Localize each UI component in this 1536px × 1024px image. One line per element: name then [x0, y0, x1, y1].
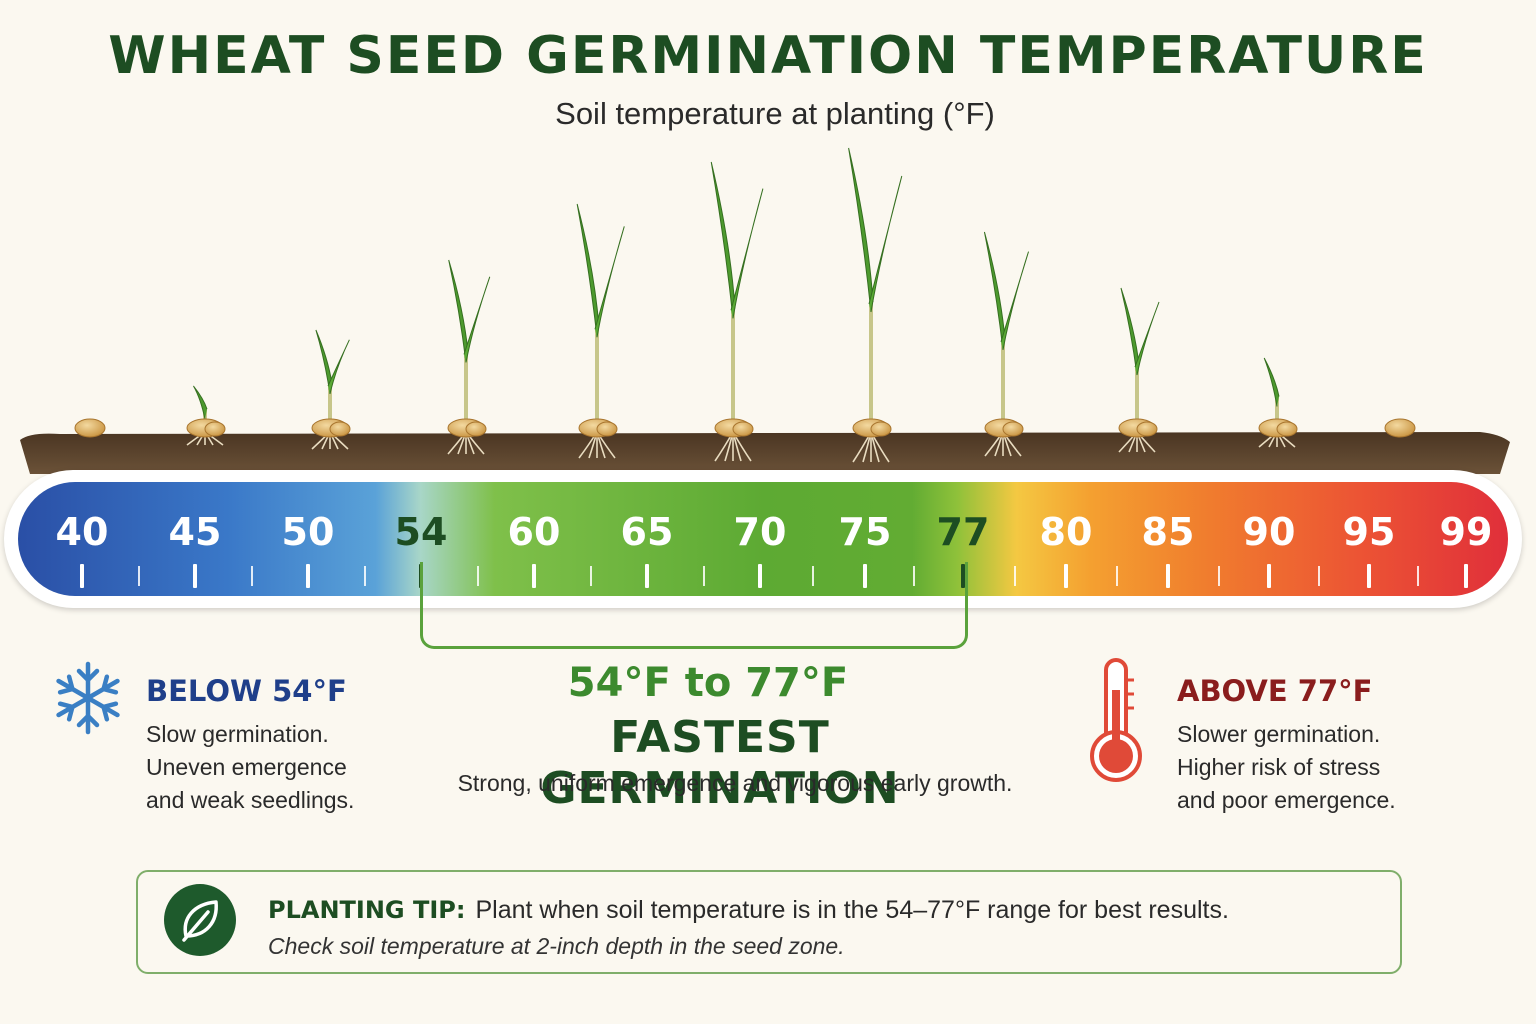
tip-heading: PLANTING TIP: [268, 896, 466, 924]
tick-label: 65 [620, 510, 674, 554]
seedling [1384, 418, 1416, 438]
tick-minor-mark [913, 566, 915, 586]
tip-text: Plant when soil temperature is in the 54… [475, 896, 1229, 924]
tick-label: 50 [281, 510, 335, 554]
below-title: BELOW 54°F [146, 674, 347, 708]
tick-label: 90 [1242, 510, 1296, 554]
thermometer-icon [1090, 658, 1142, 782]
seedling [186, 385, 226, 446]
above-title: ABOVE 77°F [1177, 674, 1373, 708]
page-subtitle: Soil temperature at planting (°F) [555, 96, 995, 131]
above-line: Slower germination. [1177, 721, 1381, 747]
seedling [848, 147, 903, 463]
tick-label: 80 [1039, 510, 1093, 554]
tick-mark [645, 564, 649, 588]
below-line: Uneven emergence [146, 754, 347, 780]
leaf-icon [182, 900, 218, 942]
page-title: WHEAT SEED GERMINATION TEMPERATURE [108, 26, 1428, 86]
above-line: and poor emergence. [1177, 787, 1396, 813]
tick-mark [758, 564, 762, 588]
tick-minor-mark [250, 566, 253, 586]
tick-mark [1064, 564, 1068, 588]
below-description: Slow germination. Uneven emergence and w… [146, 718, 446, 817]
seedling [74, 418, 106, 438]
tick-mark [863, 564, 867, 588]
tick-label: 95 [1342, 510, 1396, 554]
optimal-description: Strong, uniform emergence and vigorous e… [457, 770, 1013, 796]
tick-mark [1267, 564, 1271, 588]
tick-minor-mark [811, 566, 814, 586]
tick-mark [1464, 564, 1468, 588]
tick-label: 70 [733, 510, 787, 554]
tick-mark [1367, 564, 1371, 588]
tick-mark [532, 564, 536, 588]
tick-minor-mark [363, 566, 366, 586]
tick-label: 60 [507, 510, 561, 554]
seedling [710, 161, 764, 462]
tick-mark [961, 564, 965, 588]
tick-label: 85 [1141, 510, 1195, 554]
tick-label: 99 [1439, 510, 1493, 554]
tick-minor-mark [1217, 566, 1220, 586]
tick-mark [193, 564, 197, 588]
above-description: Slower germination. Higher risk of stres… [1177, 718, 1477, 817]
snowflake-icon [56, 661, 120, 735]
above-line: Higher risk of stress [1177, 754, 1381, 780]
tick-label: 54 [394, 510, 448, 554]
tick-mark [80, 564, 84, 588]
tick-label: 75 [838, 510, 892, 554]
tick-minor-mark [1116, 566, 1118, 586]
below-line: and weak seedlings. [146, 787, 355, 813]
tick-minor-mark [702, 566, 705, 586]
seedling [447, 259, 491, 455]
tick-minor-mark [137, 566, 140, 586]
tick-mark [1166, 564, 1170, 588]
seedling [1118, 287, 1160, 453]
tick-label: 45 [168, 510, 222, 554]
tick-minor-mark [476, 566, 479, 586]
seedling [1258, 357, 1298, 448]
tick-minor-mark [589, 566, 592, 586]
tip-line: PLANTING TIP: Plant when soil temperature… [268, 896, 1229, 925]
seedling [576, 203, 625, 459]
tick-label: 77 [936, 510, 990, 554]
tick-minor-mark [1416, 566, 1419, 586]
tick-minor-mark [1013, 566, 1016, 586]
tip-note: Check soil temperature at 2-inch depth i… [268, 933, 845, 959]
tick-minor-mark [1318, 566, 1320, 586]
planting-tip-box [136, 870, 1402, 974]
seedling [311, 329, 351, 450]
tick-label: 40 [55, 510, 109, 554]
soil-strip [20, 432, 1510, 474]
seedling [983, 231, 1029, 457]
below-line: Slow germination. [146, 721, 329, 747]
tick-mark [306, 564, 310, 588]
leaf-icon-badge [164, 884, 236, 956]
optimal-heading: FASTEST GERMINATION [540, 712, 900, 814]
optimal-range-bracket [420, 562, 968, 649]
soil-seedling-scene [20, 147, 1510, 474]
temperature-gradient-bar [18, 482, 1508, 596]
optimal-range-label: 54°F to 77°F [567, 660, 849, 706]
